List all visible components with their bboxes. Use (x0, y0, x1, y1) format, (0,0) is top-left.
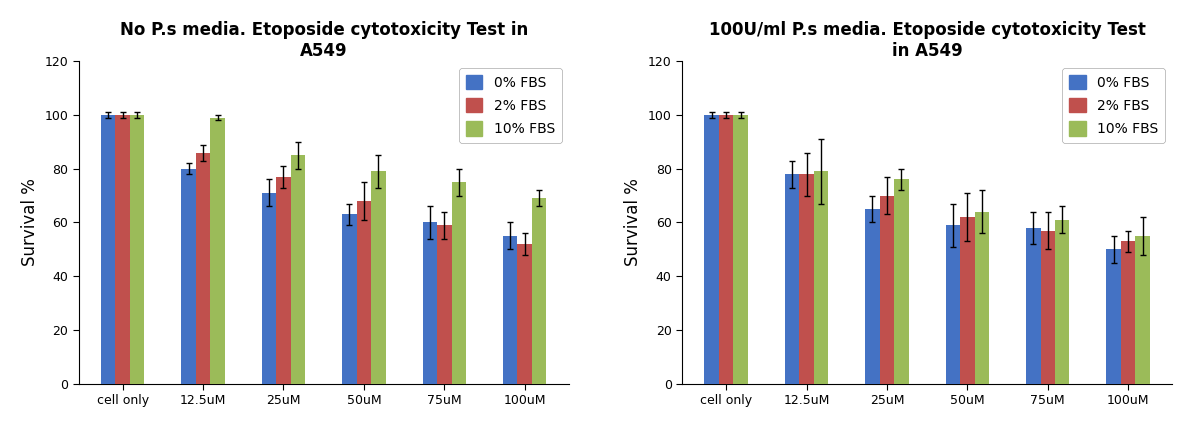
Bar (101, 115, 116, 384)
Bar (895, 179, 909, 384)
Bar (1106, 250, 1121, 384)
Title: 100U/ml P.s media. Etoposide cytotoxicity Test
in A549: 100U/ml P.s media. Etoposide cytotoxicit… (709, 21, 1145, 59)
Bar (879, 196, 895, 384)
Bar (1121, 241, 1136, 384)
Bar (814, 171, 828, 384)
Y-axis label: Survival %: Survival % (624, 178, 642, 266)
Bar (1055, 220, 1069, 384)
Bar (1136, 236, 1150, 384)
Bar (799, 174, 814, 384)
Y-axis label: Survival %: Survival % (20, 178, 39, 266)
Title: No P.s media. Etoposide cytotoxicity Test in
A549: No P.s media. Etoposide cytotoxicity Tes… (119, 21, 527, 59)
Bar (1040, 231, 1055, 384)
Bar (946, 225, 960, 384)
Bar (210, 118, 224, 384)
Bar (503, 236, 518, 384)
Bar (277, 177, 291, 384)
Bar (357, 201, 371, 384)
Bar (371, 171, 385, 384)
Bar (785, 174, 799, 384)
Bar (734, 115, 748, 384)
Bar (865, 209, 879, 384)
Bar (437, 225, 452, 384)
Bar (291, 155, 305, 384)
Bar (1026, 228, 1040, 384)
Bar (452, 182, 466, 384)
Bar (130, 115, 144, 384)
Bar (704, 115, 719, 384)
Bar (196, 152, 210, 384)
Bar (960, 217, 975, 384)
Bar (342, 214, 357, 384)
Bar (518, 244, 532, 384)
Bar (261, 193, 277, 384)
Bar (181, 169, 196, 384)
Bar (422, 223, 437, 384)
Legend: 0% FBS, 2% FBS, 10% FBS: 0% FBS, 2% FBS, 10% FBS (1062, 68, 1166, 143)
Bar (719, 115, 734, 384)
Bar (975, 212, 989, 384)
Bar (532, 198, 546, 384)
Bar (116, 115, 130, 384)
Legend: 0% FBS, 2% FBS, 10% FBS: 0% FBS, 2% FBS, 10% FBS (459, 68, 562, 143)
